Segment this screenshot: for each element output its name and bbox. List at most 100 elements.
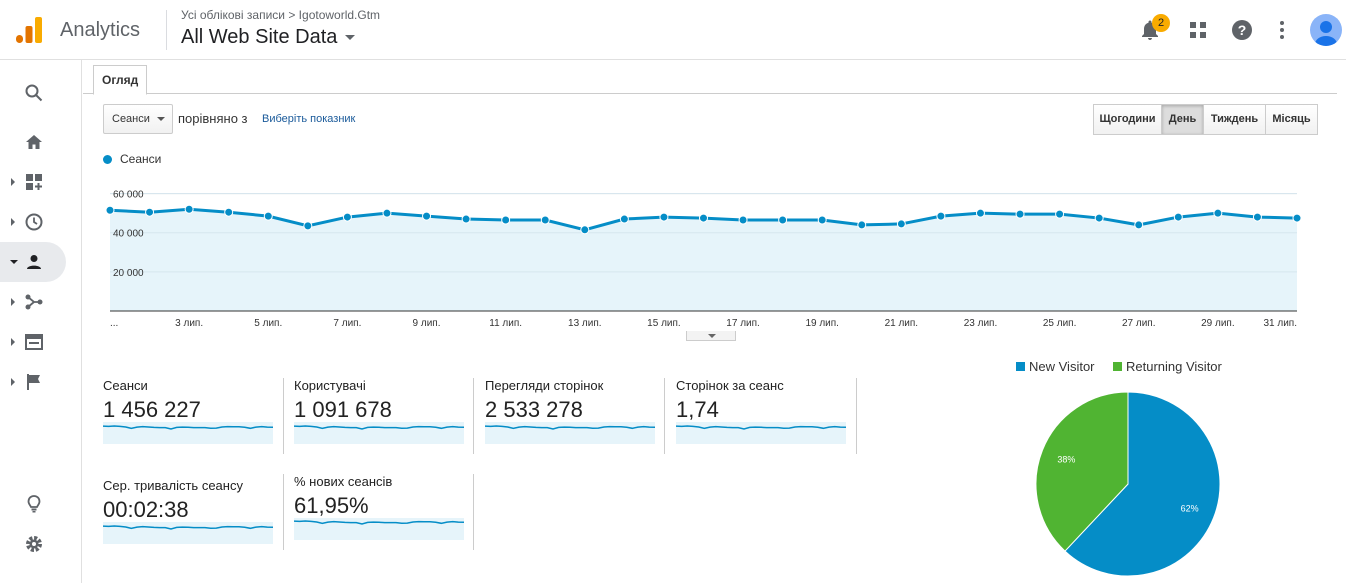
scorecard-value: 00:02:38 <box>103 497 189 522</box>
granularity-hourly-button[interactable]: Щогодини <box>1093 104 1162 135</box>
sidebar-item-conversions[interactable] <box>0 362 66 402</box>
data-point[interactable] <box>422 211 432 221</box>
scorecard-label: Користувачі <box>294 378 366 393</box>
data-point[interactable] <box>184 204 194 214</box>
scorecard-label: Перегляди сторінок <box>485 378 604 393</box>
sessions-line-chart: 60 000 40 000 20 000... 3 лип. 5 лип. 7 лип. 9… <box>105 176 1302 329</box>
data-point[interactable] <box>1252 212 1262 222</box>
pie-legend-returning-visitor[interactable]: Returning Visitor <box>1113 359 1222 374</box>
account-breadcrumb[interactable]: Усі облікові записи > Igotoworld.Gtm <box>181 8 381 22</box>
data-point[interactable] <box>303 221 313 231</box>
data-point[interactable] <box>540 215 550 225</box>
discover-lightbulb-icon <box>27 495 41 513</box>
data-point[interactable] <box>1213 208 1223 218</box>
data-point[interactable] <box>580 225 590 235</box>
notifications-badge: 2 <box>1152 14 1170 32</box>
data-point[interactable] <box>461 214 471 224</box>
sidebar-item-realtime[interactable] <box>0 202 66 242</box>
data-point[interactable] <box>738 215 748 225</box>
help-icon[interactable]: ? <box>1230 18 1254 42</box>
sidebar-item-customization[interactable] <box>0 162 66 202</box>
data-point[interactable] <box>778 215 788 225</box>
x-tick-label: ... <box>110 318 118 329</box>
data-point[interactable] <box>382 208 392 218</box>
more-vert-icon[interactable] <box>1270 18 1294 42</box>
sidebar-item-home[interactable] <box>0 122 66 162</box>
scorecard-label: % нових сеансів <box>294 474 393 489</box>
data-point[interactable] <box>224 207 234 217</box>
data-point[interactable] <box>1292 213 1302 223</box>
data-point[interactable] <box>936 211 946 221</box>
data-point[interactable] <box>975 208 985 218</box>
sparkline-line <box>485 425 655 430</box>
y-tick-label: 20 000 <box>113 268 144 279</box>
data-point[interactable] <box>817 215 827 225</box>
data-point[interactable] <box>659 212 669 222</box>
chart-collapse-toggle[interactable] <box>686 331 736 341</box>
home-icon <box>26 135 42 149</box>
granularity-month-button[interactable]: Місяць <box>1265 104 1318 135</box>
expand-arrow-icon <box>11 218 15 226</box>
data-point[interactable] <box>896 219 906 229</box>
data-point[interactable] <box>1134 220 1144 230</box>
granularity-day-button[interactable]: День <box>1161 104 1204 135</box>
data-point[interactable] <box>1173 212 1183 222</box>
account-avatar[interactable] <box>1310 14 1342 46</box>
collapse-arrow-icon <box>10 260 18 264</box>
sparkline-bg <box>676 422 846 444</box>
pie-legend-label: Returning Visitor <box>1126 359 1222 374</box>
scorecard-users[interactable]: Користувачі 1 091 678 <box>294 378 474 458</box>
scorecard-value: 1,74 <box>676 397 719 422</box>
pie-slice[interactable] <box>1035 391 1129 552</box>
x-tick-label: 11 лип. <box>489 318 522 329</box>
granularity-week-button[interactable]: Тиждень <box>1203 104 1266 135</box>
app-name: Analytics <box>60 19 141 41</box>
scorecard-divider <box>664 378 665 454</box>
data-point[interactable] <box>105 205 115 215</box>
sidebar-item-acquisition[interactable] <box>0 282 66 322</box>
customization-icon <box>26 174 42 190</box>
sidebar-item-behavior[interactable] <box>0 322 66 362</box>
scorecard-pageviews[interactable]: Перегляди сторінок 2 533 278 <box>485 378 665 458</box>
property-name: All Web Site Data <box>181 26 338 48</box>
data-point[interactable] <box>342 212 352 222</box>
legend-series-name: Сеанси <box>120 152 162 166</box>
scorecard-label: Сер. тривалість сеансу <box>103 478 243 493</box>
apps-icon[interactable] <box>1186 18 1210 42</box>
scorecard-value: 61,95% <box>294 493 369 518</box>
sidebar-item-audience[interactable] <box>0 242 66 282</box>
metric-select[interactable]: Сеанси <box>103 104 173 134</box>
data-point[interactable] <box>857 220 867 230</box>
property-selector[interactable]: All Web Site Data <box>181 26 356 49</box>
x-tick-label: 3 лип. <box>175 318 203 329</box>
scorecard-label: Сеанси <box>103 378 148 393</box>
data-point[interactable] <box>263 211 273 221</box>
scorecard-sessions[interactable]: Сеанси 1 456 227 <box>103 378 283 458</box>
data-point[interactable] <box>1055 209 1065 219</box>
x-tick-label: 15 лип. <box>647 318 681 329</box>
data-point[interactable] <box>619 214 629 224</box>
data-point[interactable] <box>1094 213 1104 223</box>
series-area <box>110 209 1297 311</box>
svg-text:?: ? <box>1238 22 1247 38</box>
sparkline-bg <box>485 422 655 444</box>
scorecard-value: 2 533 278 <box>485 397 583 422</box>
pie-slice[interactable] <box>1064 391 1221 577</box>
sidebar-item-discover[interactable] <box>0 484 66 524</box>
data-point[interactable] <box>1015 209 1025 219</box>
analytics-logo-icon[interactable] <box>14 15 44 45</box>
tab-overview[interactable]: Огляд <box>93 65 148 95</box>
header-divider <box>166 10 167 50</box>
data-point[interactable] <box>501 215 511 225</box>
data-point[interactable] <box>699 213 708 223</box>
pick-metric-link[interactable]: Виберіть показник <box>262 113 356 125</box>
data-point[interactable] <box>145 207 155 217</box>
sidebar-item-search[interactable] <box>0 73 66 113</box>
scorecard-avg-session-duration[interactable]: Сер. тривалість сеансу 00:02:38 <box>103 478 283 558</box>
sparkline-line <box>103 525 273 530</box>
scorecard-new-sessions[interactable]: % нових сеансів 61,95% <box>294 474 474 554</box>
pie-legend-new-visitor[interactable]: New Visitor <box>1016 359 1095 374</box>
sidebar-item-admin[interactable] <box>0 524 66 564</box>
scorecard-pages-per-session[interactable]: Сторінок за сеанс 1,74 <box>676 378 856 458</box>
conversions-flag-icon <box>27 374 40 390</box>
